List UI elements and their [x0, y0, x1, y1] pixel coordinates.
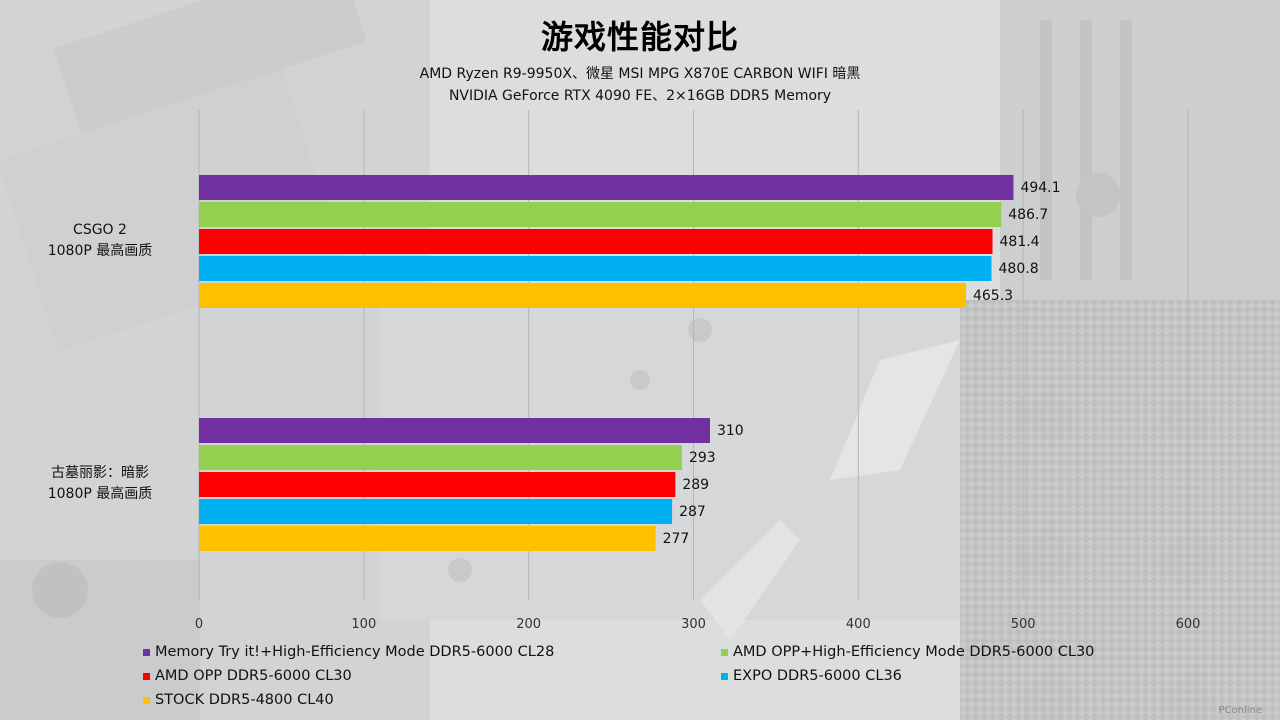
bar [199, 499, 673, 524]
chart-legend: Memory Try it!+High-Efficiency Mode DDR5… [143, 640, 1143, 716]
bar-value-label: 465.3 [973, 288, 1013, 304]
bar-value-label: 289 [682, 477, 709, 493]
x-tick-label: 300 [681, 617, 706, 632]
legend-swatch [143, 648, 150, 656]
chart-subtitle-line-1: AMD Ryzen R9-9950X、微星 MSI MPG X870E CARB… [419, 66, 861, 82]
legend-swatch [721, 672, 728, 680]
bar-value-label: 310 [717, 423, 744, 439]
category-name: 古墓丽影：暗影 [51, 465, 149, 481]
legend-item: EXPO DDR5-6000 CL36 [721, 668, 902, 684]
bar [199, 202, 1002, 227]
legend-label: STOCK DDR5-4800 CL40 [155, 692, 334, 708]
bar [199, 445, 682, 470]
legend-item: AMD OPP DDR5-6000 CL30 [143, 668, 352, 684]
bars [199, 175, 1014, 551]
bar-value-label: 287 [679, 504, 706, 520]
legend-item: Memory Try it!+High-Efficiency Mode DDR5… [143, 644, 554, 660]
category-label-tomb-raider: 古墓丽影：暗影 1080P 最高画质 [10, 463, 190, 505]
bar-value-label: 481.4 [1000, 234, 1040, 250]
bar-value-label: 277 [663, 531, 690, 547]
x-tick-label: 400 [846, 617, 871, 632]
legend-item: AMD OPP+High-Efficiency Mode DDR5-6000 C… [721, 644, 1094, 660]
chart-title: 游戏性能对比 [540, 18, 739, 56]
bar [199, 283, 966, 308]
legend-label: AMD OPP+High-Efficiency Mode DDR5-6000 C… [733, 644, 1095, 660]
x-tick-label: 500 [1011, 617, 1036, 632]
legend-label: Memory Try it!+High-Efficiency Mode DDR5… [155, 644, 555, 660]
legend-item: STOCK DDR5-4800 CL40 [143, 692, 334, 708]
x-tick-label: 600 [1176, 617, 1201, 632]
legend-label: AMD OPP DDR5-6000 CL30 [155, 668, 352, 684]
watermark: PConline [1218, 705, 1262, 716]
bar [199, 526, 656, 551]
bar-value-label: 293 [689, 450, 716, 466]
legend-swatch [143, 672, 150, 680]
x-tick-label: 200 [516, 617, 541, 632]
bar [199, 472, 676, 497]
legend-swatch [721, 648, 728, 656]
category-setting: 1080P 最高画质 [47, 243, 153, 259]
bar [199, 229, 993, 254]
category-label-csgo2: CSGO 2 1080P 最高画质 [10, 220, 190, 262]
category-setting: 1080P 最高画质 [47, 486, 153, 502]
bar [199, 175, 1014, 200]
x-axis-ticks: 0 100 200 300 400 500 600 [195, 617, 1201, 632]
bar-value-label: 494.1 [1020, 180, 1060, 196]
legend-swatch [143, 696, 150, 704]
bar [199, 418, 710, 443]
legend-label: EXPO DDR5-6000 CL36 [733, 668, 902, 684]
bar-value-label: 486.7 [1008, 207, 1048, 223]
chart-subtitle-line-2: NVIDIA GeForce RTX 4090 FE、2×16GB DDR5 M… [448, 88, 832, 104]
bar-value-label: 480.8 [999, 261, 1039, 277]
bar [199, 256, 992, 281]
x-tick-label: 0 [195, 617, 203, 632]
category-name: CSGO 2 [73, 222, 127, 238]
x-tick-label: 100 [351, 617, 376, 632]
